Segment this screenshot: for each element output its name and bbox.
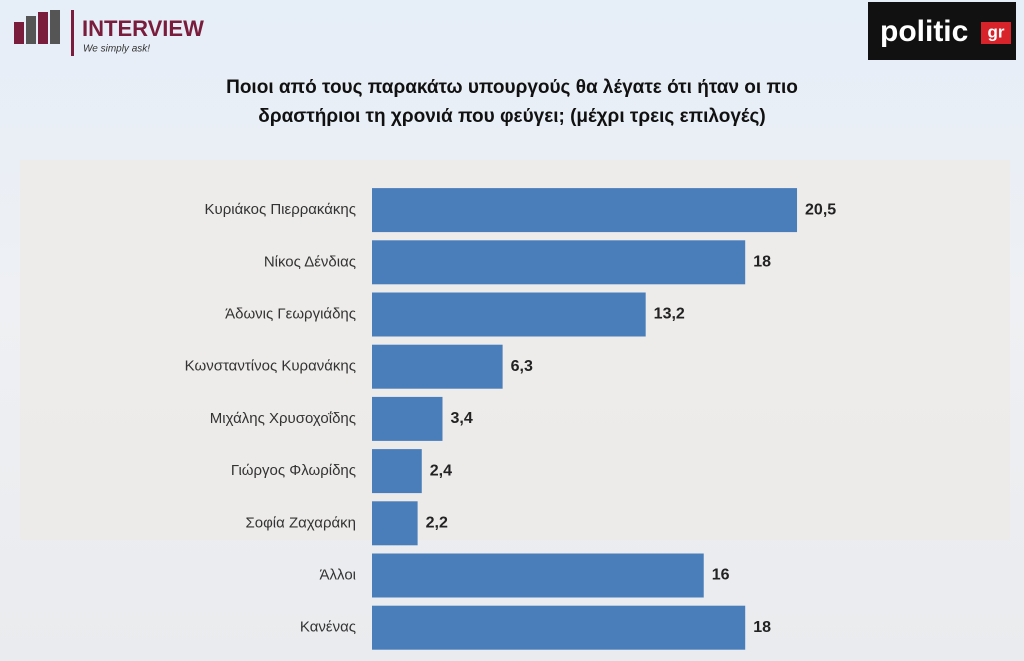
- bar: [372, 449, 422, 494]
- chart-title: Ποιοι από τους παρακάτω υπουργούς θα λέγ…: [226, 77, 798, 98]
- value-label: 2,4: [430, 462, 452, 479]
- category-label: Άλλοι: [320, 566, 356, 583]
- value-label: 3,4: [450, 410, 472, 427]
- category-label: Γιώργος Φλωρίδης: [231, 462, 356, 479]
- category-label: Άδωνις Γεωργιάδης: [225, 305, 356, 322]
- value-label: 13,2: [654, 306, 685, 323]
- bar: [372, 188, 798, 233]
- value-label: 2,2: [426, 515, 448, 532]
- value-label: 6,3: [511, 358, 533, 375]
- publisher-suffix: gr: [988, 22, 1005, 41]
- bar: [372, 605, 746, 650]
- brand-logo: INTERVIEW We simply ask!: [14, 10, 204, 56]
- category-label: Κανένας: [300, 619, 356, 636]
- category-label: Κυριάκος Πιερρακάκης: [205, 201, 356, 218]
- value-label: 20,5: [805, 201, 836, 218]
- publisher-name: politic: [880, 15, 968, 48]
- category-label: Κωνσταντίνος Κυρανάκης: [185, 358, 356, 375]
- bar: [372, 396, 443, 441]
- category-label: Μιχάλης Χρυσοχοΐδης: [210, 410, 356, 427]
- value-label: 18: [753, 619, 771, 636]
- bar: [372, 344, 503, 389]
- chart-title: δραστήριοι τη χρονιά που φεύγει; (μέχρι …: [258, 106, 765, 127]
- bar: [372, 240, 746, 285]
- category-label: Σοφία Ζαχαράκη: [245, 514, 356, 531]
- publisher-logo: politic gr: [868, 2, 1016, 60]
- value-label: 18: [753, 254, 771, 271]
- bar: [372, 501, 418, 546]
- category-label: Νίκος Δένδιας: [264, 253, 356, 270]
- brand-tagline: We simply ask!: [83, 44, 150, 55]
- bar: [372, 553, 704, 598]
- value-label: 16: [712, 567, 730, 584]
- brand-name: INTERVIEW: [82, 16, 204, 41]
- bar: [372, 292, 646, 337]
